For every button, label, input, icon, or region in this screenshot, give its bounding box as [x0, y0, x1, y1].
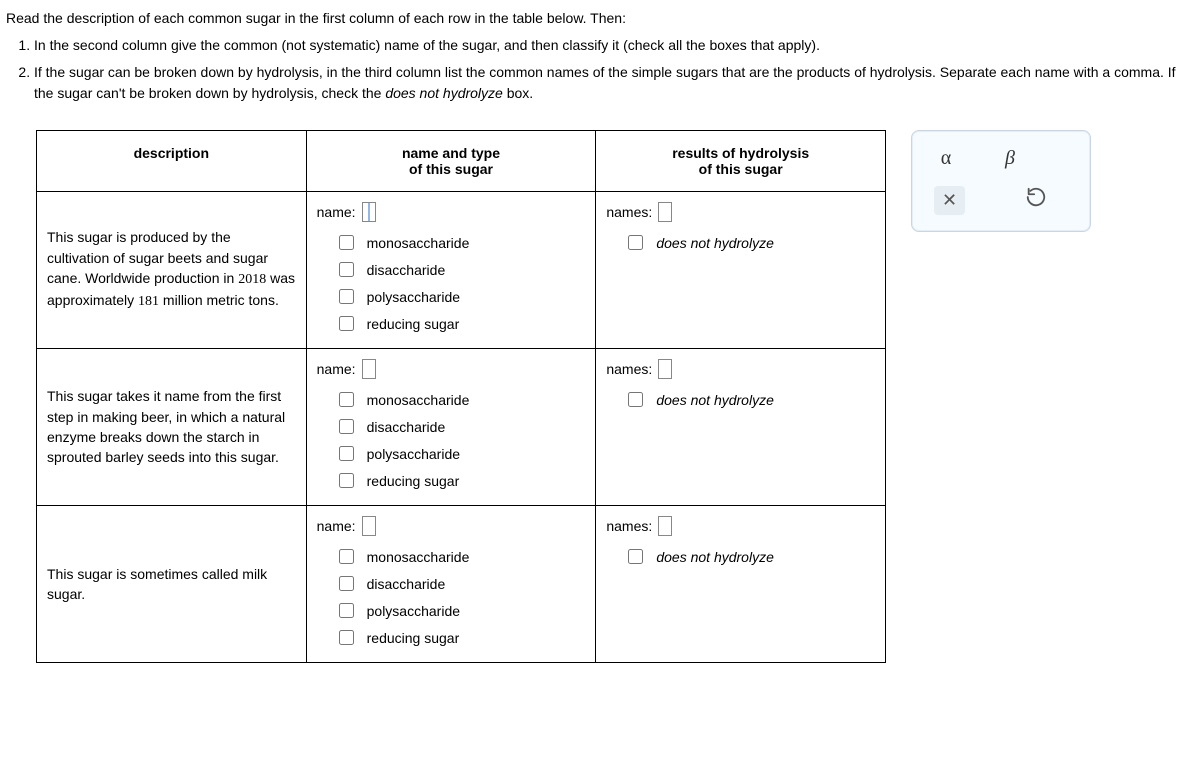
disaccharide-checkbox[interactable] — [339, 262, 354, 277]
names-label: names: — [606, 361, 652, 377]
names-label: names: — [606, 204, 652, 220]
checkbox-label: monosaccharide — [367, 235, 470, 251]
checkbox-label: does not hydrolyze — [656, 549, 774, 565]
header-hydrolysis: results of hydrolysisof this sugar — [596, 131, 886, 192]
name-label: name: — [317, 518, 356, 534]
close-icon[interactable]: ✕ — [934, 186, 965, 215]
checkbox-label: does not hydrolyze — [656, 235, 774, 251]
monosaccharide-checkbox[interactable] — [339, 549, 354, 564]
table-row: This sugar is produced by the cultivatio… — [37, 192, 886, 349]
hydrolysis-cell: names:does not hydrolyze — [596, 506, 886, 663]
names-input[interactable] — [658, 202, 672, 222]
instructions-step-1: In the second column give the common (no… — [34, 35, 1194, 56]
symbol-palette: α β ✕ — [911, 130, 1091, 232]
checkbox-label: disaccharide — [367, 419, 446, 435]
names-input[interactable] — [658, 359, 672, 379]
does-not-hydrolyze-checkbox[interactable] — [628, 392, 643, 407]
table-row: This sugar takes it name from the first … — [37, 349, 886, 506]
names-label: names: — [606, 518, 652, 534]
polysaccharide-checkbox[interactable] — [339, 289, 354, 304]
reset-icon[interactable] — [1025, 186, 1049, 215]
sugar-table: description name and typeof this sugar r… — [36, 130, 886, 663]
reducing-sugar-checkbox[interactable] — [339, 316, 354, 331]
header-name-type: name and typeof this sugar — [306, 131, 596, 192]
description-cell: This sugar is produced by the cultivatio… — [37, 192, 307, 349]
instructions-block: Read the description of each common suga… — [0, 0, 1200, 120]
monosaccharide-checkbox[interactable] — [339, 235, 354, 250]
instructions-lead: Read the description of each common suga… — [6, 8, 1194, 29]
reducing-sugar-checkbox[interactable] — [339, 630, 354, 645]
name-input[interactable] — [362, 516, 376, 536]
name-type-cell: name: monosaccharide disaccharide polysacch… — [306, 349, 596, 506]
checkbox-label: polysaccharide — [367, 603, 460, 619]
polysaccharide-checkbox[interactable] — [339, 446, 354, 461]
name-input[interactable] — [362, 359, 376, 379]
name-type-cell: name: monosaccharide disaccharide polysacch… — [306, 192, 596, 349]
name-label: name: — [317, 204, 356, 220]
checkbox-label: disaccharide — [367, 262, 446, 278]
checkbox-label: disaccharide — [367, 576, 446, 592]
description-cell: This sugar takes it name from the first … — [37, 349, 307, 506]
name-label: name: — [317, 361, 356, 377]
checkbox-label: monosaccharide — [367, 392, 470, 408]
checkbox-label: polysaccharide — [367, 446, 460, 462]
checkbox-label: polysaccharide — [367, 289, 460, 305]
checkbox-label: reducing sugar — [367, 316, 460, 332]
header-description: description — [37, 131, 307, 192]
disaccharide-checkbox[interactable] — [339, 419, 354, 434]
hydrolysis-cell: names:does not hydrolyze — [596, 192, 886, 349]
checkbox-label: does not hydrolyze — [656, 392, 774, 408]
instructions-step-2: If the sugar can be broken down by hydro… — [34, 62, 1194, 104]
beta-button[interactable]: β — [998, 147, 1022, 170]
name-input[interactable] — [362, 202, 376, 222]
polysaccharide-checkbox[interactable] — [339, 603, 354, 618]
name-type-cell: name: monosaccharide disaccharide polysacch… — [306, 506, 596, 663]
hydrolysis-cell: names:does not hydrolyze — [596, 349, 886, 506]
does-not-hydrolyze-checkbox[interactable] — [628, 235, 643, 250]
monosaccharide-checkbox[interactable] — [339, 392, 354, 407]
does-not-hydrolyze-checkbox[interactable] — [628, 549, 643, 564]
checkbox-label: reducing sugar — [367, 630, 460, 646]
table-row: This sugar is sometimes called milk suga… — [37, 506, 886, 663]
disaccharide-checkbox[interactable] — [339, 576, 354, 591]
reducing-sugar-checkbox[interactable] — [339, 473, 354, 488]
checkbox-label: reducing sugar — [367, 473, 460, 489]
alpha-button[interactable]: α — [934, 147, 958, 170]
checkbox-label: monosaccharide — [367, 549, 470, 565]
description-cell: This sugar is sometimes called milk suga… — [37, 506, 307, 663]
names-input[interactable] — [658, 516, 672, 536]
